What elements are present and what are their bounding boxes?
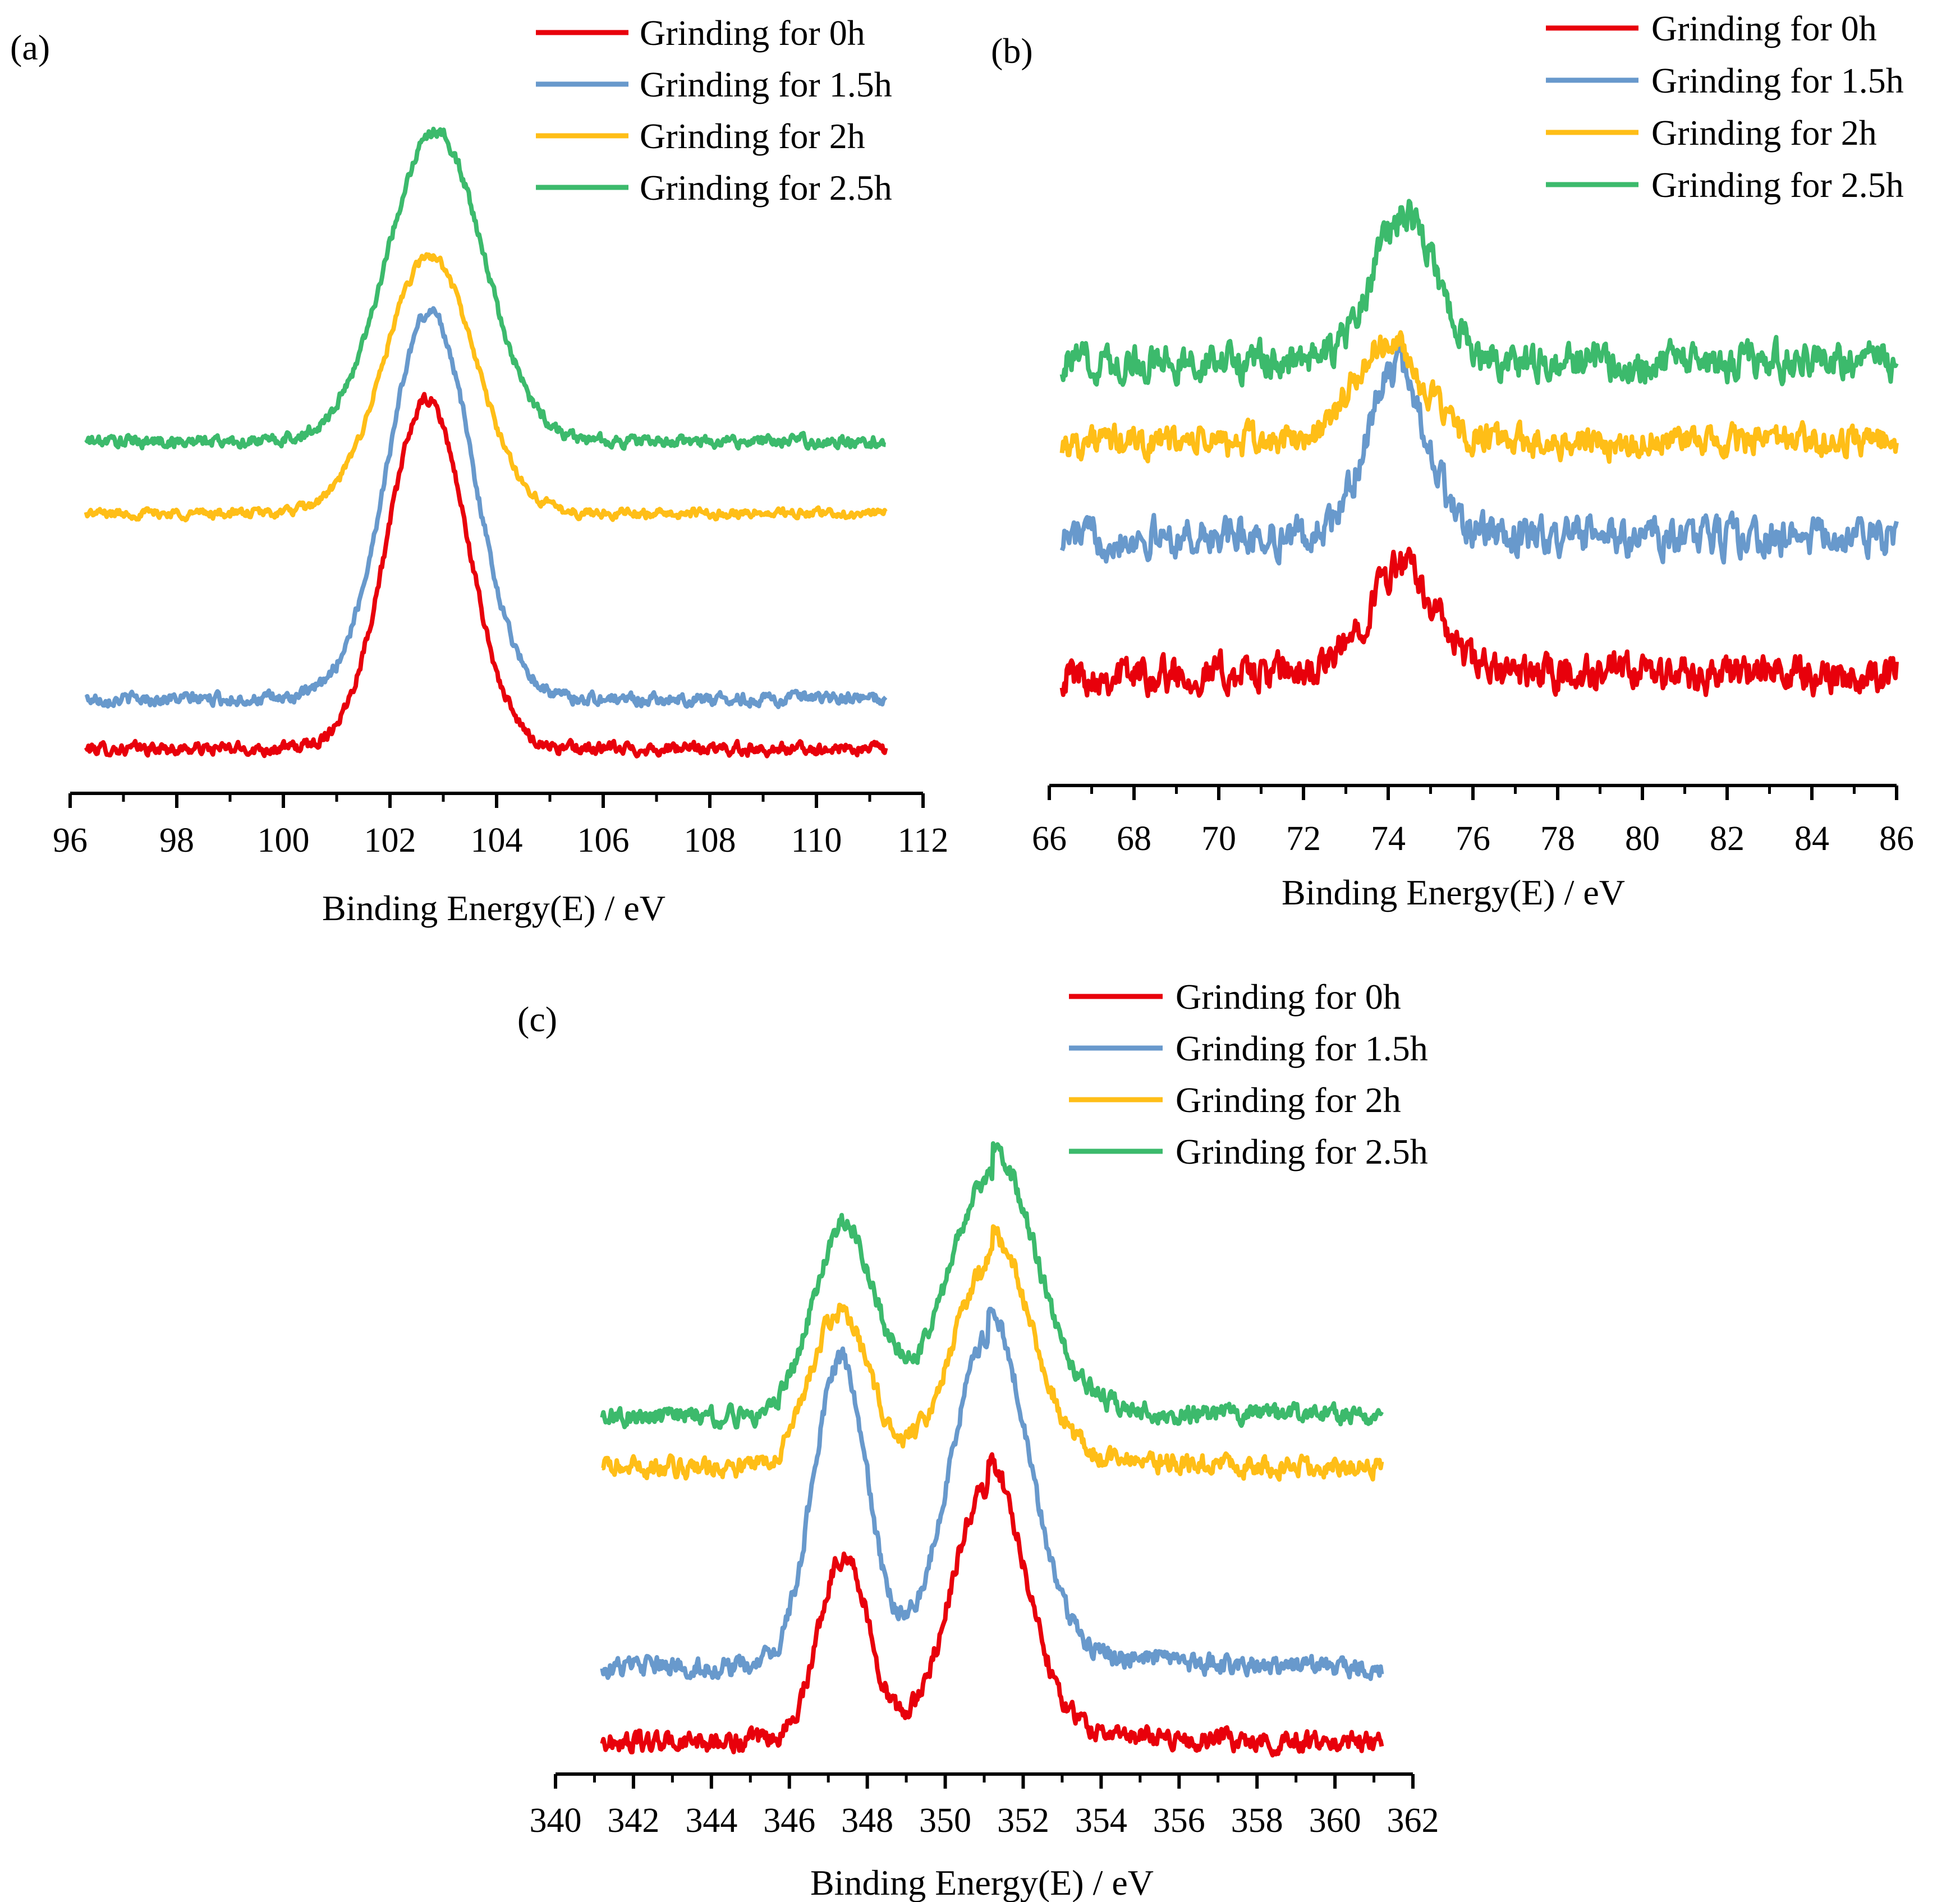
x-tick-label: 78 bbox=[1540, 820, 1575, 858]
legend-label: Grinding for 2.5h bbox=[1651, 165, 1904, 205]
panel-c: (c) Grinding for 0h Grinding for 1.5h Gr… bbox=[517, 977, 1439, 1902]
panel-label: (a) bbox=[10, 27, 50, 67]
x-axis-title: Binding Energy(E) / eV bbox=[322, 888, 665, 928]
legend-label: Grinding for 0h bbox=[640, 13, 865, 53]
panel-label: (b) bbox=[991, 31, 1033, 71]
x-tick-label: 112 bbox=[898, 821, 949, 860]
series-line bbox=[84, 126, 887, 451]
series-line bbox=[1059, 343, 1899, 566]
x-tick-label: 350 bbox=[919, 1802, 971, 1840]
x-tick-label: 356 bbox=[1153, 1802, 1205, 1840]
legend-label: Grinding for 1.5h bbox=[640, 65, 892, 104]
x-tick-label: 110 bbox=[791, 821, 842, 860]
series-line bbox=[600, 1307, 1384, 1682]
legend-label: Grinding for 2h bbox=[1176, 1080, 1401, 1120]
legend-label: Grinding for 0h bbox=[1651, 8, 1877, 48]
x-tick-label: 100 bbox=[258, 821, 310, 860]
series-line bbox=[84, 252, 888, 522]
x-tick-label: 360 bbox=[1309, 1802, 1361, 1840]
series-line bbox=[601, 1224, 1384, 1482]
legend-label: Grinding for 0h bbox=[1176, 977, 1401, 1017]
x-tick-label: 80 bbox=[1625, 820, 1660, 858]
x-tick-label: 348 bbox=[841, 1802, 893, 1840]
legend: Grinding for 0h Grinding for 1.5h Grindi… bbox=[536, 13, 892, 208]
series-line bbox=[1059, 199, 1899, 388]
series-line bbox=[84, 306, 888, 709]
x-tick-label: 352 bbox=[997, 1802, 1049, 1840]
x-tick-label: 104 bbox=[471, 821, 523, 860]
x-ticks: 96 98 100 102 104 106 108 110 112 bbox=[53, 793, 948, 860]
x-tick-label: 344 bbox=[685, 1802, 737, 1840]
legend-label: Grinding for 2.5h bbox=[1176, 1132, 1428, 1171]
panel-label: (c) bbox=[517, 999, 557, 1039]
x-tick-label: 346 bbox=[763, 1802, 815, 1840]
legend-label: Grinding for 2h bbox=[640, 116, 865, 156]
x-tick-label: 354 bbox=[1075, 1802, 1127, 1840]
x-ticks: 66 68 70 72 74 76 78 80 82 84 86 bbox=[1032, 785, 1914, 858]
x-tick-label: 70 bbox=[1201, 820, 1236, 858]
x-axis-title: Binding Energy(E) / eV bbox=[1282, 872, 1625, 912]
x-tick-label: 72 bbox=[1286, 820, 1321, 858]
x-tick-label: 82 bbox=[1710, 820, 1745, 858]
series-line bbox=[1059, 546, 1899, 699]
series-line bbox=[1059, 330, 1899, 464]
series-group bbox=[84, 126, 888, 759]
x-tick-label: 66 bbox=[1032, 820, 1067, 858]
legend: Grinding for 0h Grinding for 1.5h Grindi… bbox=[1546, 8, 1904, 205]
legend-label: Grinding for 1.5h bbox=[1651, 61, 1904, 100]
x-tick-label: 74 bbox=[1371, 820, 1406, 858]
series-line bbox=[600, 1452, 1384, 1758]
x-tick-label: 68 bbox=[1117, 820, 1151, 858]
panel-b: (b) Grinding for 0h Grinding for 1.5h Gr… bbox=[991, 8, 1914, 912]
x-tick-label: 102 bbox=[364, 821, 416, 860]
x-ticks: 340 342 344 346 348 350 352 354 356 358 360 362 bbox=[530, 1774, 1439, 1840]
x-tick-label: 98 bbox=[159, 821, 194, 860]
x-tick-label: 84 bbox=[1794, 820, 1829, 858]
legend-label: Grinding for 2h bbox=[1651, 113, 1877, 153]
x-tick-label: 362 bbox=[1387, 1802, 1439, 1840]
x-tick-label: 342 bbox=[607, 1802, 659, 1840]
panel-a: (a) Grinding for 0h Grinding for 1.5h Gr… bbox=[10, 13, 948, 928]
x-tick-label: 108 bbox=[684, 821, 736, 860]
legend-label: Grinding for 1.5h bbox=[1176, 1028, 1428, 1068]
legend-label: Grinding for 2.5h bbox=[640, 168, 892, 208]
x-axis-title: Binding Energy(E) / eV bbox=[810, 1863, 1154, 1902]
series-line bbox=[600, 1141, 1384, 1430]
x-tick-label: 96 bbox=[53, 821, 88, 860]
x-tick-label: 358 bbox=[1231, 1802, 1283, 1840]
series-group bbox=[600, 1141, 1384, 1758]
series-group bbox=[1059, 199, 1899, 699]
legend: Grinding for 0h Grinding for 1.5h Grindi… bbox=[1069, 977, 1428, 1171]
x-tick-label: 86 bbox=[1879, 820, 1914, 858]
x-tick-label: 106 bbox=[577, 821, 630, 860]
series-line bbox=[84, 392, 888, 759]
x-tick-label: 340 bbox=[530, 1802, 582, 1840]
x-tick-label: 76 bbox=[1456, 820, 1490, 858]
